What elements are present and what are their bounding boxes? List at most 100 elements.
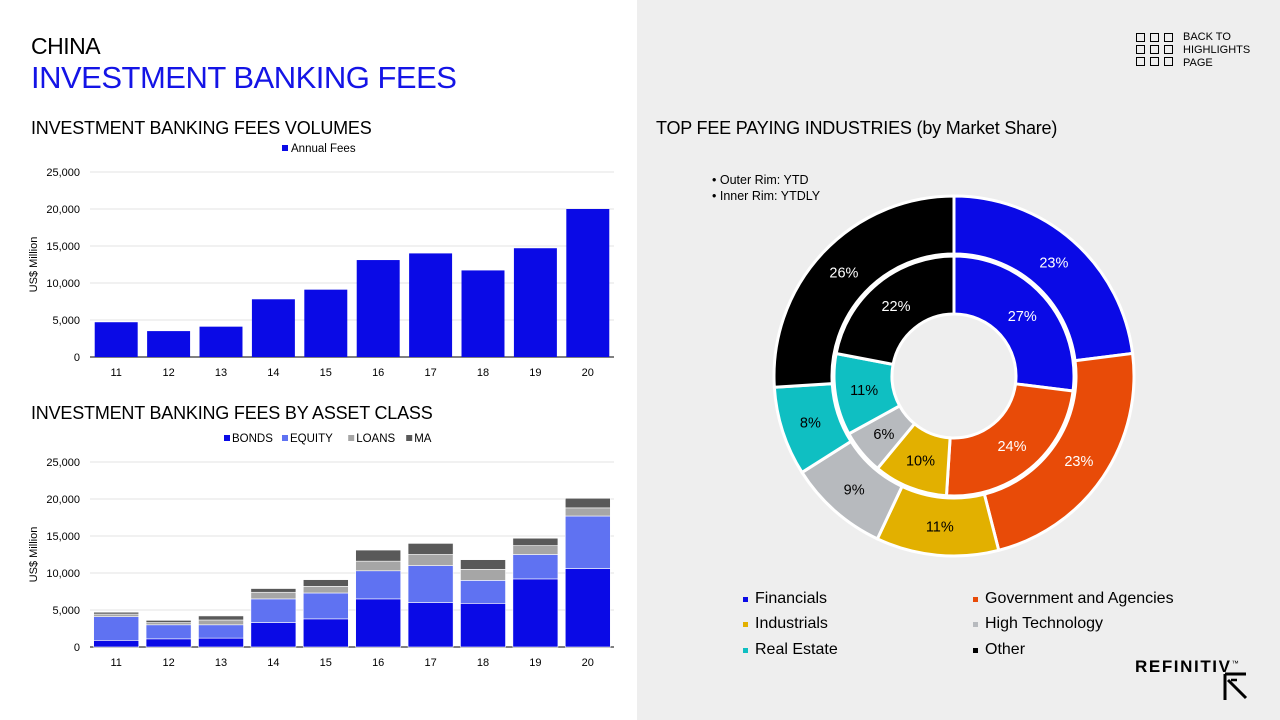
x-tick-label: 12 bbox=[162, 657, 174, 669]
grid-icon bbox=[1136, 33, 1181, 66]
bar-bonds-19 bbox=[512, 578, 559, 648]
bar-bonds-11 bbox=[93, 640, 140, 648]
bar-ma-13 bbox=[198, 615, 244, 621]
back-link-text[interactable]: BACK TO HIGHLIGHTS PAGE bbox=[1183, 31, 1251, 69]
logo-tm: ™ bbox=[1231, 660, 1239, 668]
slice-label: 10% bbox=[906, 454, 935, 470]
bar-equity-16 bbox=[355, 570, 402, 600]
x-tick-label: 16 bbox=[372, 657, 384, 669]
bar-equity-14 bbox=[250, 598, 297, 623]
bar-ma-12 bbox=[145, 620, 192, 623]
bar-loans-12 bbox=[145, 622, 192, 626]
legend-swatch bbox=[743, 596, 748, 602]
bar-equity-11 bbox=[93, 616, 140, 641]
slice-label: 11% bbox=[850, 383, 878, 399]
slice-label: 23% bbox=[1039, 256, 1068, 272]
x-tick-label: 12 bbox=[162, 367, 174, 379]
bar-loans-18 bbox=[460, 569, 506, 581]
x-tick-label: 17 bbox=[424, 367, 436, 379]
donut-notes: • Outer Rim: YTD • Inner Rim: YTDLY bbox=[712, 172, 820, 204]
bar-loans-11 bbox=[93, 613, 140, 617]
bar-loans-13 bbox=[198, 619, 244, 626]
bar-loans-14 bbox=[250, 591, 297, 600]
x-tick-label: 15 bbox=[320, 657, 332, 669]
bar-annual-fees-19 bbox=[513, 248, 557, 357]
x-tick-label: 15 bbox=[320, 367, 332, 379]
x-tick-label: 18 bbox=[477, 367, 489, 379]
back-to-highlights-link[interactable]: BACK TO HIGHLIGHTS PAGE bbox=[1136, 31, 1250, 70]
bar-bonds-12 bbox=[145, 638, 192, 648]
slice-label: 24% bbox=[997, 439, 1026, 455]
outer-slice-other bbox=[772, 194, 956, 389]
page-title: INVESTMENT BANKING FEES bbox=[31, 60, 457, 95]
inner-slice-financials bbox=[952, 254, 1076, 393]
legend-label: Annual Fees bbox=[291, 143, 356, 155]
legend-label: LOANS bbox=[356, 433, 395, 445]
slice-label: 23% bbox=[1064, 454, 1093, 470]
bar-annual-fees-12 bbox=[147, 331, 191, 357]
slice-label: 9% bbox=[844, 482, 865, 498]
industries-chart-title: TOP FEE PAYING INDUSTRIES (by Market Sha… bbox=[656, 118, 1058, 138]
y-tick-label: 0 bbox=[74, 352, 80, 364]
legend-label: BONDS bbox=[232, 433, 273, 445]
y-tick-label: 25,000 bbox=[46, 167, 80, 179]
bar-ma-17 bbox=[407, 543, 454, 555]
legend-item-high-technology: High Technology bbox=[973, 615, 1103, 633]
bar-ma-16 bbox=[355, 549, 402, 562]
asset-class-chart-title: INVESTMENT BANKING FEES BY ASSET CLASS bbox=[31, 403, 433, 423]
legend-swatch bbox=[743, 621, 748, 627]
legend-item-financials: Financials bbox=[743, 590, 827, 608]
x-tick-label: 17 bbox=[424, 657, 436, 669]
legend-swatch-equity bbox=[282, 435, 288, 441]
bar-bonds-17 bbox=[407, 602, 454, 648]
industries-donut-chart: 23% 23% 11% 9% 8% 26% 27% 24% 10% 6% 11% 22% bbox=[772, 194, 1136, 558]
inner-rim-note: • Inner Rim: YTDLY bbox=[712, 189, 821, 203]
y-tick-label: 20,000 bbox=[46, 204, 80, 216]
legend-label: Real Estate bbox=[755, 641, 838, 658]
x-tick-label: 20 bbox=[582, 367, 594, 379]
bar-bonds-13 bbox=[198, 637, 244, 648]
slice-label: 27% bbox=[1008, 309, 1037, 325]
bar-annual-fees-11 bbox=[94, 322, 138, 357]
inner-slice-other bbox=[834, 254, 956, 367]
x-tick-label: 18 bbox=[477, 657, 489, 669]
bar-ma-15 bbox=[302, 579, 349, 587]
x-tick-label: 14 bbox=[267, 367, 279, 379]
legend-item-industrials: Industrials bbox=[743, 615, 828, 633]
legend-swatch-loans bbox=[348, 435, 355, 441]
slice-label: 8% bbox=[800, 416, 821, 432]
y-axis-label: US$ Million bbox=[28, 237, 40, 293]
y-axis-label: US$ Million bbox=[28, 527, 40, 583]
y-tick-label: 10,000 bbox=[46, 278, 80, 290]
asset-class-stacked-chart: 0 5,000 10,000 15,000 20,000 25,000 US$ Millio… bbox=[28, 433, 614, 669]
y-tick-label: 20,000 bbox=[46, 494, 80, 506]
bar-ma-18 bbox=[460, 559, 506, 570]
outer-rim-note: • Outer Rim: YTD bbox=[712, 173, 809, 187]
bar-ma-14 bbox=[250, 588, 297, 593]
bar-equity-13 bbox=[198, 624, 244, 639]
y-tick-label: 15,000 bbox=[46, 531, 80, 543]
page-title-country: CHINA bbox=[31, 33, 101, 59]
legend-label: Government and Agencies bbox=[985, 590, 1174, 607]
legend-label: EQUITY bbox=[290, 433, 333, 445]
volumes-bar-chart: 0 5,000 10,000 15,000 20,000 25,000 US$ Millio… bbox=[28, 143, 614, 379]
bar-loans-15 bbox=[302, 586, 349, 594]
slice-label: 6% bbox=[873, 427, 894, 443]
legend-label: Industrials bbox=[755, 615, 828, 632]
bar-equity-15 bbox=[302, 592, 349, 620]
y-tick-label: 25,000 bbox=[46, 457, 80, 469]
legend-label: Other bbox=[985, 641, 1026, 658]
y-tick-label: 15,000 bbox=[46, 241, 80, 253]
bar-annual-fees-16 bbox=[356, 260, 400, 357]
x-tick-label: 14 bbox=[267, 657, 279, 669]
legend-swatch bbox=[973, 647, 978, 653]
refinitiv-logo: REFINITIV™ bbox=[1135, 657, 1239, 677]
x-tick-label: 11 bbox=[110, 657, 121, 669]
legend-label: Financials bbox=[755, 590, 828, 607]
x-tick-label: 19 bbox=[529, 657, 541, 669]
bar-loans-16 bbox=[355, 560, 402, 572]
legend-swatch bbox=[743, 647, 748, 653]
bar-bonds-15 bbox=[302, 618, 349, 648]
inner-slice-government-and-agencies bbox=[944, 382, 1075, 498]
legend-item-government-and-agencies: Government and Agencies bbox=[973, 590, 1174, 608]
